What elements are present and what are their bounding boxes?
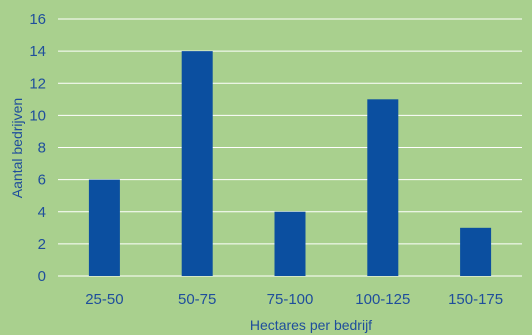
x-tick-label: 100-125: [355, 291, 410, 308]
y-tick-label: 12: [29, 75, 46, 92]
bar-50-75: [181, 51, 213, 276]
y-tick-label: 10: [29, 107, 46, 124]
y-tick-label: 2: [38, 236, 46, 253]
x-tick-label: 150-175: [448, 291, 503, 308]
bar-25-50: [88, 179, 120, 276]
bars: [88, 51, 492, 276]
y-axis-title: Aantal bedrijven: [9, 98, 25, 198]
bar-150-175: [460, 227, 492, 276]
y-tick-label: 8: [38, 140, 46, 157]
x-axis-title: Hectares per bedrijf: [250, 317, 372, 333]
gridlines: [58, 18, 522, 277]
x-tick-label: 75-100: [267, 291, 314, 308]
y-tick-label: 0: [38, 268, 46, 285]
x-axis-ticks: 25-50 50-75 75-100 100-125 150-175: [85, 291, 503, 308]
bar-100-125: [367, 99, 399, 276]
y-axis-ticks: 0 2 4 6 8 10 12 14 16: [29, 11, 46, 285]
x-tick-label: 50-75: [178, 291, 216, 308]
y-tick-label: 16: [29, 11, 46, 28]
x-tick-label: 25-50: [85, 291, 123, 308]
bar-75-100: [274, 211, 306, 276]
y-tick-label: 14: [29, 43, 46, 60]
y-tick-label: 6: [38, 172, 46, 189]
y-tick-label: 4: [38, 204, 46, 221]
